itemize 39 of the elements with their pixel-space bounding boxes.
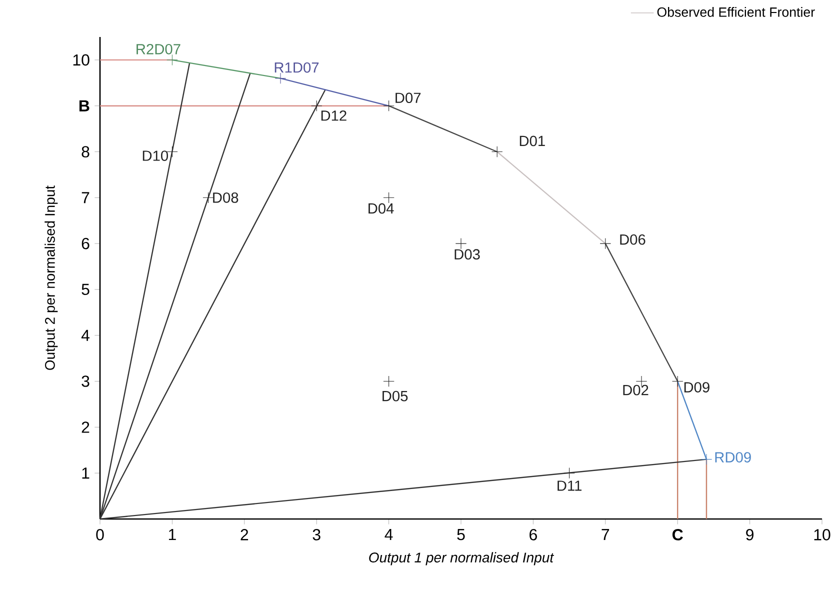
x-tick-label: 6	[530, 529, 537, 540]
series-label: R2D07	[136, 44, 180, 54]
x-tick-label: C	[672, 529, 683, 540]
y-tick-label: 2	[82, 422, 90, 433]
y-tick-label: 6	[82, 238, 90, 250]
series-label: D03	[454, 249, 480, 260]
x-axis-title: Output 1 per normalised Input	[369, 552, 554, 566]
x-tick-label: 5	[457, 529, 465, 540]
series-label: R1D07	[274, 62, 319, 73]
series-label: D09	[684, 382, 710, 392]
series-label: RD09	[715, 452, 751, 463]
x-tick-label: 0	[96, 529, 104, 540]
y-tick-label: B	[79, 100, 90, 112]
series-label: D11	[558, 480, 582, 491]
y-tick-label: 7	[82, 192, 90, 204]
x-tick-label: 1	[168, 529, 176, 540]
series-label: D07	[396, 92, 421, 104]
series-label: D12	[321, 110, 346, 121]
y-tick-label: 3	[82, 376, 90, 387]
series-label: D04	[368, 203, 394, 214]
x-tick-label: 4	[384, 529, 393, 540]
x-tick-label: 2	[240, 529, 248, 540]
y-tick-label: 8	[82, 146, 90, 158]
x-tick-label: 9	[746, 529, 754, 540]
x-tick-label: 3	[312, 529, 320, 540]
y-tick-label: 1	[82, 468, 90, 479]
series-label: D02	[623, 384, 648, 396]
y-axis-title: Output 2 per normalised Input	[44, 186, 58, 370]
legend-label: Observed Efficient Frontier	[657, 7, 815, 17]
y-tick-label: 4	[81, 330, 90, 341]
series-label: D05	[382, 390, 408, 402]
series-label: D06	[620, 234, 646, 245]
x-tick-label: 10	[814, 529, 830, 540]
x-tick-label: 7	[602, 529, 610, 540]
series-label: D01	[520, 136, 545, 146]
y-tick-label: 10	[73, 54, 90, 66]
series-label: D10	[142, 150, 168, 161]
series-label: D08	[213, 192, 238, 203]
y-tick-label: 5	[82, 284, 90, 296]
